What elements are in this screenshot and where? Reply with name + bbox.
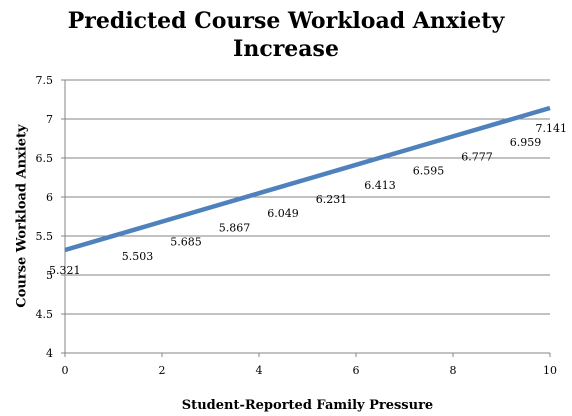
y-tick-labels: 4 4.5 5 5.5 6 6.5 7 7.5 <box>36 74 54 360</box>
data-label: 7.141 <box>536 122 568 135</box>
x-tick-label: 6 <box>353 364 360 377</box>
y-tick-label: 4 <box>46 347 53 360</box>
x-tick-label: 4 <box>256 364 263 377</box>
x-tick-label: 2 <box>159 364 166 377</box>
series-line <box>64 105 551 253</box>
data-labels: 5.321 5.503 5.685 5.867 6.049 6.231 6.413 6.595… <box>49 122 567 277</box>
x-tick-labels: 0 2 4 6 8 10 <box>62 364 558 377</box>
data-label: 5.321 <box>49 264 81 277</box>
data-label: 6.595 <box>413 165 445 178</box>
x-tick-label: 8 <box>450 364 457 377</box>
y-tick-label: 5.5 <box>36 230 54 243</box>
data-label: 5.867 <box>219 221 251 234</box>
y-axis-label: Course Workload Anxiety <box>14 124 30 308</box>
y-tick-label: 7 <box>46 113 53 126</box>
data-label: 6.777 <box>461 150 493 163</box>
data-label: 6.049 <box>267 207 299 220</box>
x-tick-label: 0 <box>62 364 69 377</box>
chart-title-line-1: Predicted Course Workload Anxiety <box>67 8 505 34</box>
y-tick-label: 6 <box>46 191 53 204</box>
data-label: 5.503 <box>122 250 154 263</box>
series-layer <box>64 105 551 253</box>
axes <box>61 79 551 357</box>
chart-title-line-2: Increase <box>233 36 339 62</box>
y-tick-label: 4.5 <box>36 308 54 321</box>
data-label: 6.231 <box>316 193 348 206</box>
x-tick-label: 10 <box>543 364 557 377</box>
y-tick-label: 6.5 <box>36 152 54 165</box>
data-label: 5.685 <box>170 236 202 249</box>
y-tick-label: 7.5 <box>36 74 54 87</box>
x-axis-label: Student-Reported Family Pressure <box>181 398 434 413</box>
data-label: 6.413 <box>364 179 396 192</box>
grid-lines <box>65 79 550 354</box>
y-tick-label: 5 <box>46 269 53 282</box>
data-label: 6.959 <box>510 136 542 149</box>
